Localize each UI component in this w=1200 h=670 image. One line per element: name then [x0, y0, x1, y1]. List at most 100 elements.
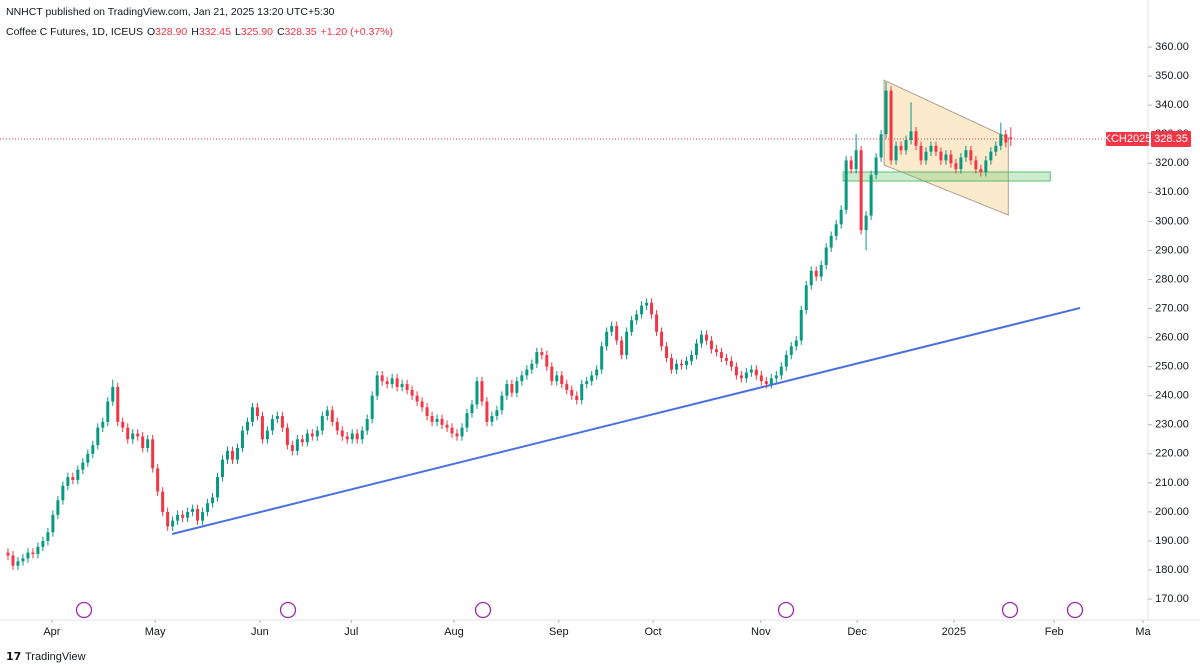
candle-body	[929, 145, 933, 152]
candle-body	[689, 355, 693, 361]
candle-body	[789, 346, 793, 356]
y-tick-label: 200.00	[1155, 506, 1189, 518]
x-tick-label: Dec	[847, 626, 867, 638]
candle-body	[440, 418, 444, 425]
candle-body	[405, 384, 409, 390]
candle-body	[230, 450, 234, 460]
candle-body	[994, 145, 998, 152]
candle-body	[849, 160, 853, 170]
candle-body	[774, 375, 778, 379]
candle-body	[400, 384, 404, 387]
event-icon[interactable]	[279, 601, 297, 619]
publisher-line: NNHCT published on TradingView.com, Jan …	[6, 6, 335, 18]
candle-body	[570, 389, 574, 396]
symbol-tag-box	[1106, 132, 1149, 147]
candle-body	[694, 343, 698, 356]
candle-body	[260, 416, 264, 440]
x-tick-label: Sep	[549, 626, 569, 638]
candle-body	[974, 160, 978, 170]
candle-body	[709, 340, 713, 350]
event-icon[interactable]	[75, 601, 93, 619]
candle-body	[16, 561, 20, 566]
candle-body	[235, 448, 239, 460]
candle-body	[245, 421, 249, 431]
symbol-legend: Coffee C Futures, 1D, ICEUS O 328.90 H 332.4…	[6, 26, 393, 38]
candle-body	[490, 416, 494, 422]
candle-body	[535, 352, 539, 364]
y-tick-label: 240.00	[1155, 390, 1189, 402]
event-icon[interactable]	[474, 601, 492, 619]
candle-body	[146, 439, 150, 449]
candle-body	[575, 395, 579, 401]
candle-body	[265, 430, 269, 440]
candle-body	[156, 468, 160, 492]
candle-body	[186, 511, 190, 518]
candle-body	[116, 386, 120, 422]
candle-body	[365, 418, 369, 431]
event-icon[interactable]	[1001, 601, 1019, 619]
candle-body	[989, 151, 993, 161]
candle-body	[799, 310, 803, 341]
candle-body	[250, 407, 254, 422]
candle-body	[136, 433, 140, 437]
candle-body	[415, 395, 419, 402]
candle-body	[300, 439, 304, 443]
candle-body	[794, 340, 798, 347]
candle-body	[884, 90, 888, 135]
candle-body	[719, 352, 723, 358]
change-label: +1.20 (+0.37%)	[321, 26, 393, 38]
y-tick-label: 320.00	[1155, 157, 1189, 169]
candle-body	[660, 331, 664, 347]
candle-body	[610, 325, 614, 332]
candle-body	[834, 224, 838, 236]
event-icon[interactable]	[777, 601, 795, 619]
candle-body	[11, 555, 15, 566]
x-tick-label: May	[145, 626, 166, 638]
candle-body	[869, 174, 873, 216]
candle-body	[909, 131, 913, 141]
candle-body	[96, 427, 100, 446]
candle-body	[465, 413, 469, 428]
candle-body	[171, 520, 175, 527]
candle-body	[919, 145, 923, 161]
candle-body	[330, 410, 334, 422]
x-tick-label: 2025	[942, 626, 966, 638]
candle-body	[101, 421, 105, 428]
y-tick-label: 350.00	[1155, 70, 1189, 82]
candle-body	[784, 355, 788, 367]
y-tick-label: 260.00	[1155, 332, 1189, 344]
candle-body	[310, 433, 314, 437]
candle-body	[555, 375, 559, 382]
candle-body	[141, 436, 145, 449]
candle-body	[844, 160, 848, 210]
candle-body	[126, 427, 130, 440]
candle-body	[295, 439, 299, 451]
candle-body	[924, 151, 928, 161]
candle-body	[804, 285, 808, 310]
candle-body	[899, 145, 903, 151]
candle-body	[595, 369, 599, 376]
last-price-box	[1151, 131, 1191, 148]
candle-body	[630, 320, 634, 332]
candle-body	[769, 378, 773, 385]
candle-body	[839, 209, 843, 225]
event-icon[interactable]	[1066, 601, 1084, 619]
candle-body	[430, 416, 434, 422]
candle-body	[26, 552, 30, 559]
candle-body	[515, 381, 519, 393]
candle-body	[959, 157, 963, 170]
x-tick-label: Jun	[251, 626, 269, 638]
candle-body	[739, 375, 743, 379]
y-tick-label: 290.00	[1155, 244, 1189, 256]
candle-body	[151, 439, 155, 469]
candle-body	[600, 346, 604, 370]
candle-body	[615, 325, 619, 341]
candle-body	[819, 264, 823, 277]
candle-body	[161, 491, 165, 512]
candle-body	[385, 381, 389, 385]
candle-body	[41, 540, 45, 547]
candle-body	[889, 90, 893, 161]
